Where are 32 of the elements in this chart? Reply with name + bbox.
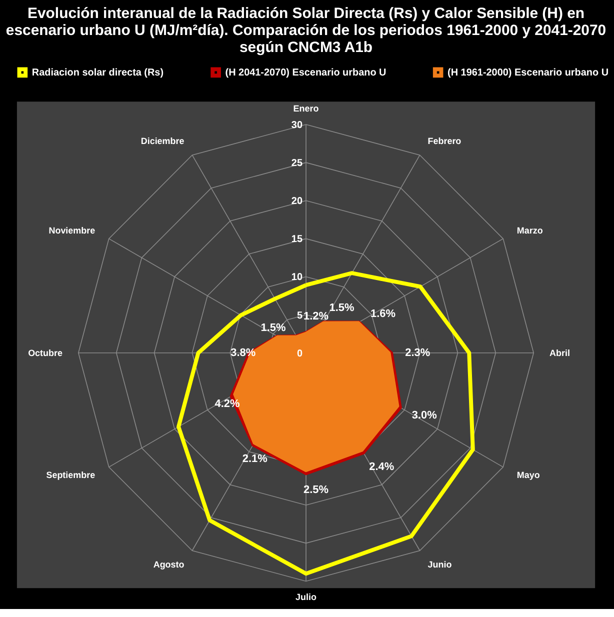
spoke-label: Mayo — [516, 470, 540, 480]
spoke-label: Agosto — [153, 559, 185, 570]
legend-label: (H 1961-2000) Escenario urbano U — [448, 67, 609, 78]
text: 2.1% — [242, 452, 268, 465]
text: 3.0% — [412, 410, 437, 422]
y-tick-label: 25 — [291, 158, 303, 170]
legend-label: (H 2041-2070) Escenario urbano U — [225, 67, 386, 78]
text: 2.3% — [405, 346, 430, 359]
spoke-label: Septiembre — [46, 470, 96, 480]
spoke-label: Abril — [550, 348, 570, 358]
text: 1.5% — [329, 302, 354, 314]
y-tick-label: 20 — [291, 196, 303, 208]
chart-title: Evolución interanual de la Radiación Solar Directa (Rs) y Calor Sensible (H) en escenario urbano U (MJ/m²día). Comparación de los periodos 1961-2000 y 2041-2070 según CNCM3 A1b — [6, 4, 606, 56]
y-tick-label: 15 — [291, 234, 303, 246]
spoke-label: Febrero — [428, 136, 462, 146]
spoke-label: Noviembre — [48, 226, 96, 236]
text: 1.2% — [303, 310, 328, 322]
text: 1.6% — [370, 308, 396, 320]
y-tick-label: 30 — [291, 120, 303, 131]
spoke-label: Diciembre — [140, 136, 184, 146]
spoke-label: Julio — [296, 592, 317, 602]
text: 1.5% — [260, 322, 286, 334]
y-tick-label: 5 — [296, 310, 303, 322]
legend-label: Radiacion solar directa (Rs) — [32, 67, 164, 78]
spoke-label: Marzo — [516, 226, 544, 236]
text: 2.5% — [303, 484, 328, 496]
y-tick-label: 10 — [291, 272, 303, 284]
text: 2.4% — [369, 460, 394, 473]
spoke-label: Junio — [428, 559, 452, 570]
y-tick-label: 0 — [296, 348, 303, 360]
spoke-label: Octubre — [28, 348, 62, 358]
spoke-label: Enero — [293, 104, 320, 114]
